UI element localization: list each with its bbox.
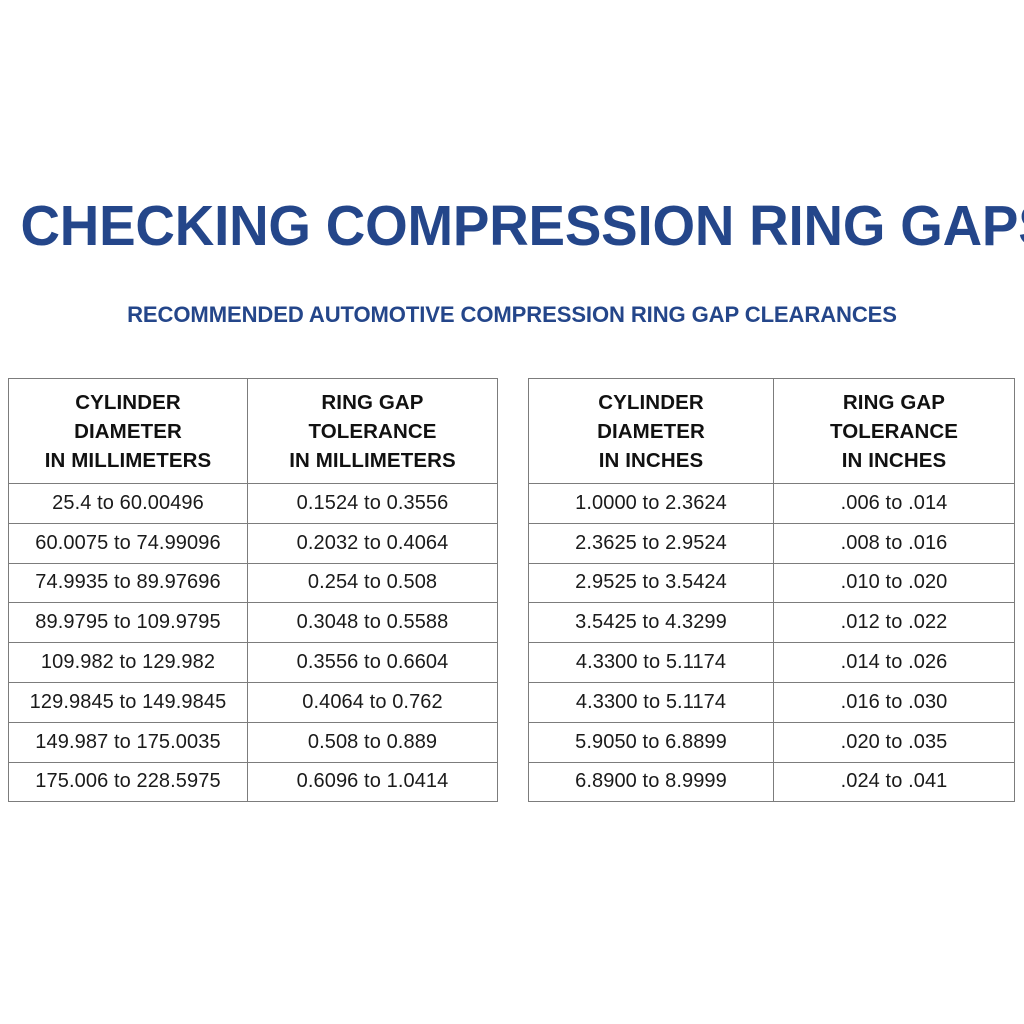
cell-diameter: 175.006 to 228.5975 [8,761,248,803]
table-row: 89.9795 to 109.9795 0.3048 to 0.5588 [8,602,498,644]
table-row: 60.0075 to 74.99096 0.2032 to 0.4064 [8,522,498,564]
header-line: RING GAP [321,390,424,414]
header-line: TOLERANCE [308,419,437,443]
table-row: 5.9050 to 6.8899 .020 to .035 [528,721,1015,763]
cell-diameter: 6.8900 to 8.9999 [528,761,774,803]
cell-diameter: 129.9845 to 149.9845 [8,681,248,723]
header-line: RING GAP [842,390,946,414]
cell-diameter: 74.9935 to 89.97696 [8,562,248,604]
cell-tolerance: .014 to .026 [773,642,1015,683]
cell-diameter: 89.9795 to 109.9795 [8,602,248,644]
table-row: 129.9845 to 149.9845 0.4064 to 0.762 [8,681,498,723]
table-row: 109.982 to 129.982 0.3556 to 0.6604 [8,642,498,683]
cell-diameter: 4.3300 to 5.1174 [528,642,774,683]
cell-tolerance: .024 to .041 [773,761,1015,803]
cell-tolerance: .016 to .030 [773,681,1015,723]
table-row: 175.006 to 228.5975 0.6096 to 1.0414 [8,761,498,803]
cell-tolerance: .006 to .014 [773,483,1015,524]
cell-tolerance: .012 to .022 [773,602,1015,644]
cell-tolerance: .020 to .035 [773,721,1015,763]
table-row: 2.9525 to 3.5424 .010 to .020 [528,562,1015,604]
cell-tolerance: .010 to .020 [773,562,1015,604]
imperial-ring-gap-table: CYLINDER DIAMETER IN INCHES RING GAP TOL… [528,378,1015,803]
table-header-row: CYLINDER DIAMETER IN INCHES RING GAP TOL… [528,378,1015,484]
table-row: 2.3625 to 2.9524 .008 to .016 [528,522,1015,564]
table-row: 6.8900 to 8.9999 .024 to .041 [528,761,1015,803]
header-line: DIAMETER [74,419,182,443]
header-line: IN MILLIMETERS [289,448,456,472]
cell-tolerance: 0.3048 to 0.5588 [247,602,498,644]
column-header-cylinder-diameter-mm: CYLINDER DIAMETER IN MILLIMETERS [8,378,248,484]
cell-tolerance: 0.2032 to 0.4064 [247,522,498,564]
cell-diameter: 5.9050 to 6.8899 [528,721,774,763]
cell-diameter: 1.0000 to 2.3624 [528,483,774,524]
header-line: TOLERANCE [829,419,959,443]
cell-tolerance: 0.3556 to 0.6604 [247,642,498,683]
cell-tolerance: 0.6096 to 1.0414 [247,761,498,803]
cell-tolerance: 0.4064 to 0.762 [247,681,498,723]
page-title: CHECKING COMPRESSION RING GAPS [20,194,1024,258]
cell-diameter: 2.3625 to 2.9524 [528,522,774,564]
table-row: 1.0000 to 2.3624 .006 to .014 [528,483,1015,524]
table-row: 25.4 to 60.00496 0.1524 to 0.3556 [8,483,498,524]
column-header-cylinder-diameter-in: CYLINDER DIAMETER IN INCHES [528,378,774,484]
header-line: CYLINDER [598,390,704,414]
cell-diameter: 60.0075 to 74.99096 [8,522,248,564]
cell-diameter: 3.5425 to 4.3299 [528,602,774,644]
table-row: 149.987 to 175.0035 0.508 to 0.889 [8,721,498,763]
cell-diameter: 149.987 to 175.0035 [8,721,248,763]
cell-diameter: 25.4 to 60.00496 [8,483,248,524]
table-row: 4.3300 to 5.1174 .014 to .026 [528,642,1015,683]
page-subtitle: RECOMMENDED AUTOMOTIVE COMPRESSION RING … [127,302,897,327]
table-header-row: CYLINDER DIAMETER IN MILLIMETERS RING GA… [8,378,498,484]
cell-diameter: 2.9525 to 3.5424 [528,562,774,604]
table-row: 4.3300 to 5.1174 .016 to .030 [528,681,1015,723]
header-line: DIAMETER [597,419,705,443]
metric-ring-gap-table: CYLINDER DIAMETER IN MILLIMETERS RING GA… [8,378,498,803]
cell-tolerance: 0.508 to 0.889 [247,721,498,763]
header-line: IN INCHES [841,448,947,472]
cell-diameter: 109.982 to 129.982 [8,642,248,683]
header-line: CYLINDER [75,390,181,414]
cell-diameter: 4.3300 to 5.1174 [528,681,774,723]
column-header-ring-gap-tolerance-in: RING GAP TOLERANCE IN INCHES [773,378,1015,484]
table-row: 3.5425 to 4.3299 .012 to .022 [528,602,1015,644]
header-line: IN INCHES [598,448,704,472]
table-row: 74.9935 to 89.97696 0.254 to 0.508 [8,562,498,604]
cell-tolerance: .008 to .016 [773,522,1015,564]
cell-tolerance: 0.1524 to 0.3556 [247,483,498,524]
cell-tolerance: 0.254 to 0.508 [247,562,498,604]
column-header-ring-gap-tolerance-mm: RING GAP TOLERANCE IN MILLIMETERS [247,378,498,484]
header-line: IN MILLIMETERS [44,448,212,472]
